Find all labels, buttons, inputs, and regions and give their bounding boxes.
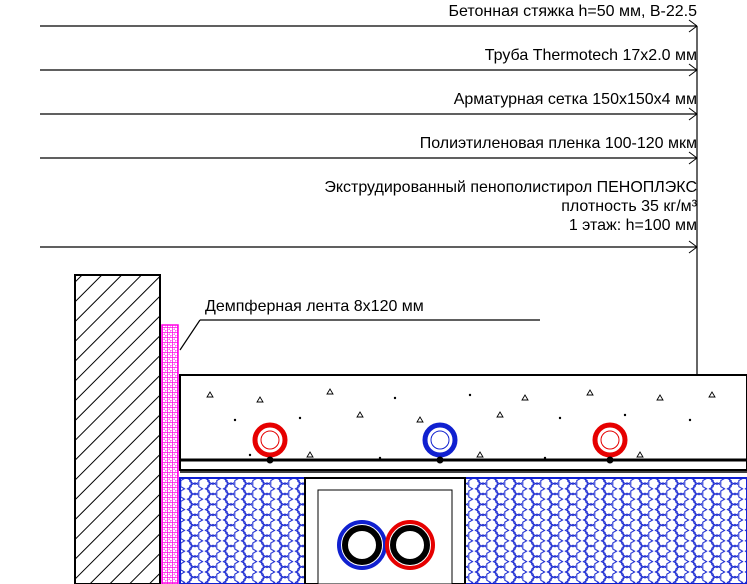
- spec-label-1: Труба Thermotech 17x2.0 мм: [485, 46, 697, 65]
- diagram-svg: [0, 0, 747, 584]
- spec-label-3: Полиэтиленовая пленка 100-120 мкм: [420, 134, 697, 153]
- damper-callout-label: Демпферная лента 8x120 мм: [205, 298, 424, 316]
- spec-label-4: Экструдированный пенополистирол ПЕНОПЛЭК…: [324, 178, 697, 236]
- spec-label-2: Арматурная сетка 150x150x4 мм: [454, 90, 697, 109]
- spec-label-0: Бетонная стяжка h=50 мм, B-22.5: [449, 2, 698, 21]
